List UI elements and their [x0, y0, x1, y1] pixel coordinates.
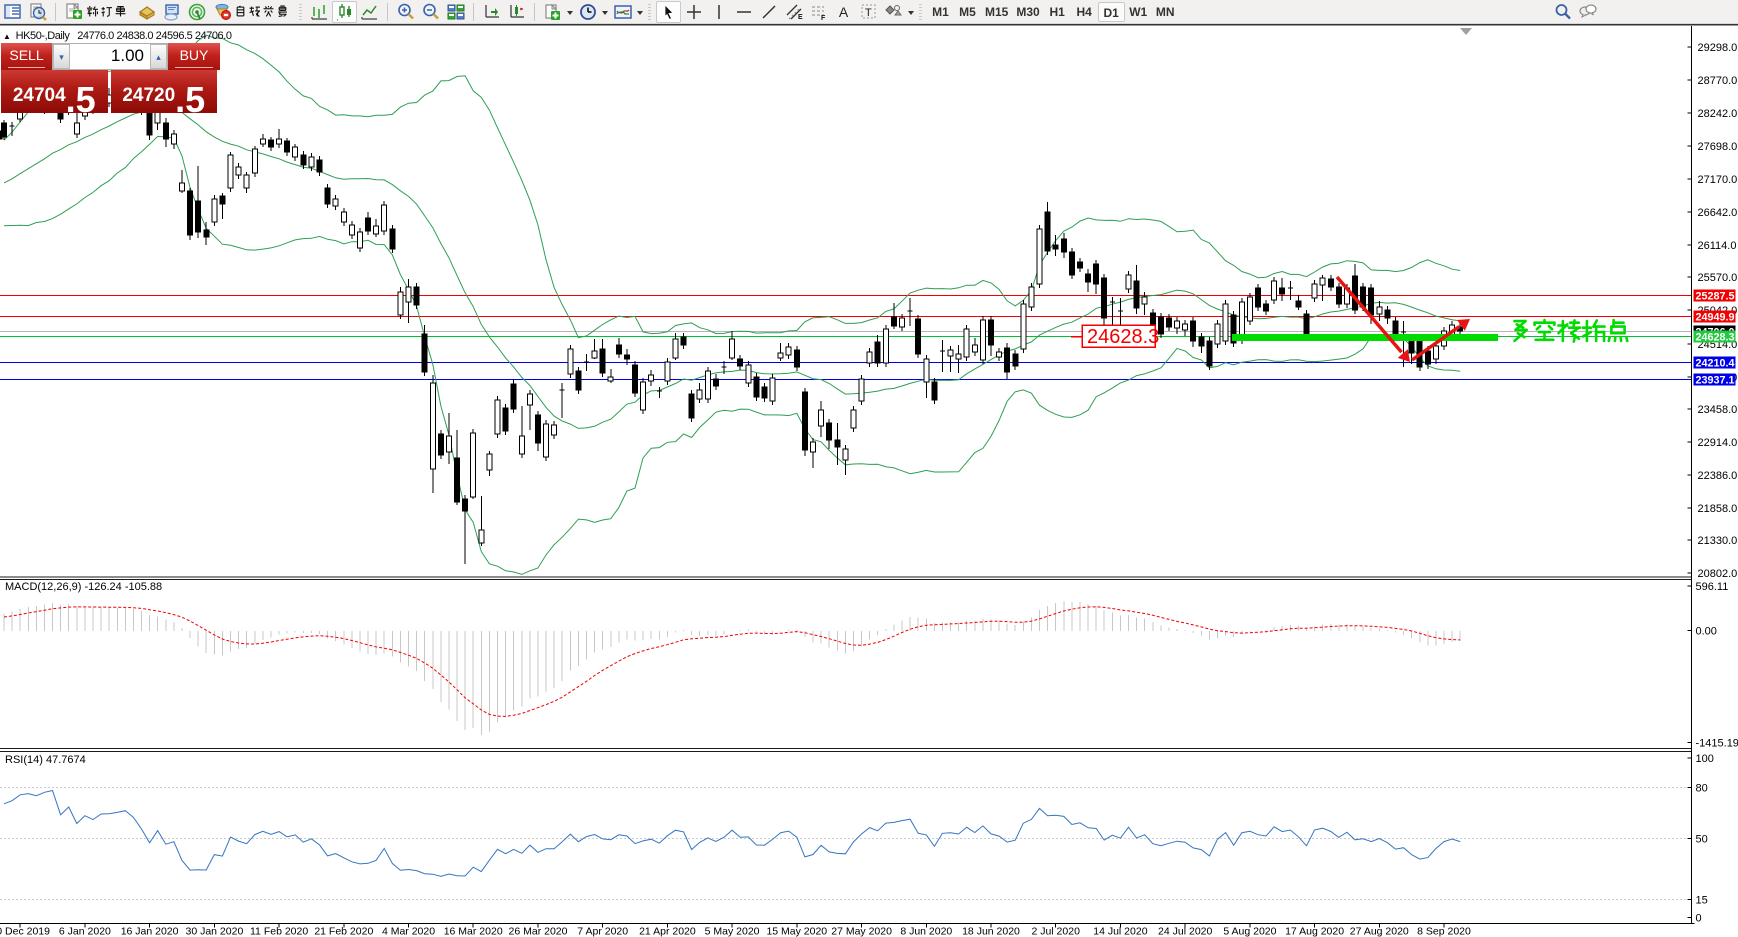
svg-text:22914.0: 22914.0 — [1698, 437, 1738, 449]
svg-text:24628.3: 24628.3 — [1087, 326, 1159, 348]
svg-text:27170.0: 27170.0 — [1698, 174, 1738, 186]
svg-text:30 Jan 2020: 30 Jan 2020 — [185, 926, 243, 937]
svg-text:26114.0: 26114.0 — [1698, 240, 1737, 252]
svg-text:2 Jul 2020: 2 Jul 2020 — [1031, 926, 1080, 937]
svg-text:7 Apr 2020: 7 Apr 2020 — [577, 926, 628, 937]
svg-text:24210.4: 24210.4 — [1696, 358, 1735, 370]
svg-text:25570.0: 25570.0 — [1698, 272, 1738, 284]
svg-text:23937.1: 23937.1 — [1696, 375, 1735, 387]
svg-text:24628.3: 24628.3 — [1696, 332, 1735, 344]
svg-text:5 Aug 2020: 5 Aug 2020 — [1223, 926, 1276, 937]
svg-text:16 Mar 2020: 16 Mar 2020 — [444, 926, 503, 937]
svg-text:24949.9: 24949.9 — [1696, 312, 1735, 324]
svg-text:23458.0: 23458.0 — [1698, 404, 1738, 416]
svg-text:F: F — [821, 15, 826, 21]
svg-text:14 Jul 2020: 14 Jul 2020 — [1093, 926, 1147, 937]
svg-text:18 Jun 2020: 18 Jun 2020 — [962, 926, 1020, 937]
svg-text:28770.0: 28770.0 — [1698, 75, 1738, 87]
svg-text:E: E — [798, 14, 803, 21]
svg-text:25287.5: 25287.5 — [1696, 291, 1735, 303]
svg-text:21858.0: 21858.0 — [1698, 503, 1738, 515]
svg-text:15: 15 — [1696, 895, 1708, 907]
svg-text:26642.0: 26642.0 — [1698, 207, 1738, 219]
svg-text:29298.0: 29298.0 — [1698, 42, 1738, 54]
svg-text:5 May 2020: 5 May 2020 — [705, 926, 760, 937]
svg-text:596.11: 596.11 — [1696, 581, 1729, 593]
svg-text:20802.0: 20802.0 — [1698, 568, 1738, 580]
svg-text:20 Dec 2019: 20 Dec 2019 — [0, 926, 50, 937]
svg-text:21330.0: 21330.0 — [1698, 535, 1738, 547]
svg-text:17 Aug 2020: 17 Aug 2020 — [1285, 926, 1344, 937]
svg-text:T: T — [865, 7, 872, 19]
svg-text:11 Feb 2020: 11 Feb 2020 — [250, 926, 308, 937]
svg-text:80: 80 — [1696, 783, 1708, 795]
svg-text:21 Apr 2020: 21 Apr 2020 — [639, 926, 696, 937]
svg-text:-1415.19: -1415.19 — [1696, 738, 1738, 750]
svg-text:21 Feb 2020: 21 Feb 2020 — [314, 926, 373, 937]
svg-text:15 May 2020: 15 May 2020 — [766, 926, 827, 937]
svg-text:22386.0: 22386.0 — [1698, 470, 1738, 482]
svg-text:0.00: 0.00 — [1696, 626, 1717, 638]
svg-text:8 Jun 2020: 8 Jun 2020 — [900, 926, 952, 937]
svg-text:28242.0: 28242.0 — [1698, 108, 1738, 120]
svg-text:50: 50 — [1696, 834, 1708, 846]
svg-text:16 Jan 2020: 16 Jan 2020 — [121, 926, 179, 937]
svg-text:4 Mar 2020: 4 Mar 2020 — [382, 926, 435, 937]
svg-text:6 Jan 2020: 6 Jan 2020 — [59, 926, 111, 937]
svg-text:27 May 2020: 27 May 2020 — [831, 926, 892, 937]
svg-text:24 Jul 2020: 24 Jul 2020 — [1158, 926, 1212, 937]
svg-text:27 Aug 2020: 27 Aug 2020 — [1350, 926, 1409, 937]
svg-text:100: 100 — [1696, 753, 1714, 765]
svg-text:0: 0 — [1696, 913, 1702, 925]
svg-text:27698.0: 27698.0 — [1698, 141, 1738, 153]
svg-text:26 Mar 2020: 26 Mar 2020 — [509, 926, 568, 937]
svg-text:8 Sep 2020: 8 Sep 2020 — [1417, 926, 1471, 937]
